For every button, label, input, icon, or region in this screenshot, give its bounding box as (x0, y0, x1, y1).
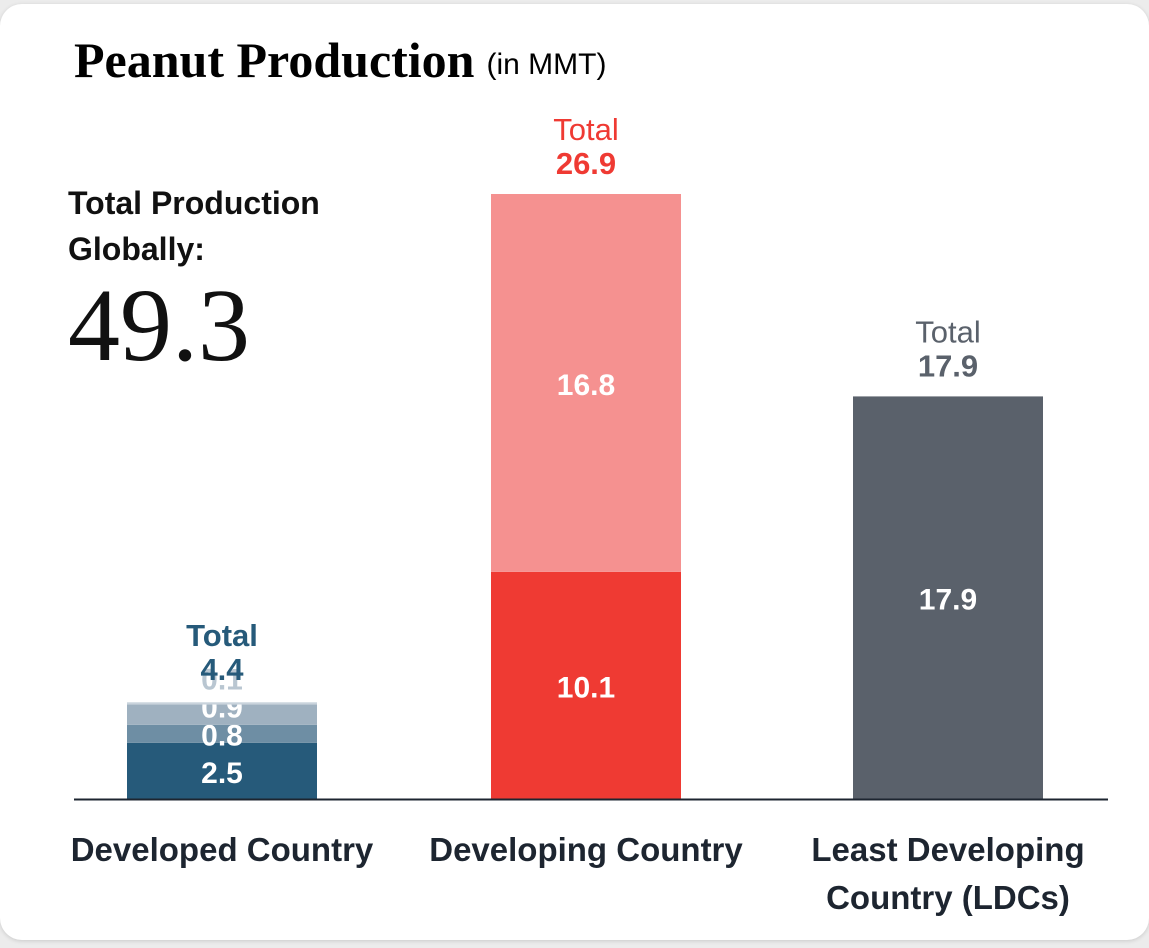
title: Peanut Production (74, 32, 475, 88)
side-value: 49.3 (68, 268, 250, 383)
segment-label: 2.5 (201, 757, 243, 790)
segment-label: 17.9 (919, 584, 977, 617)
side-label-box: Total Production Globally: (68, 185, 320, 267)
card: Peanut Production (in MMT) Total Producti… (0, 4, 1149, 940)
bar-segment (491, 571, 681, 799)
total-value: 26.9 (556, 146, 616, 181)
bar-segment (127, 742, 317, 799)
total-caption: Total (915, 315, 980, 350)
bar-segment (127, 704, 317, 725)
x-tick-label: Least Developing Country (LDCs) (811, 831, 1085, 916)
segment-label: 16.8 (557, 369, 615, 402)
segment-label: 0.1 (201, 664, 243, 697)
bar-segment (491, 194, 681, 572)
segment-label: 10.1 (557, 671, 615, 704)
subtitle: (in MMT) (487, 48, 607, 81)
x-tick-label: Developing Country (429, 831, 743, 868)
segment-label: 0.8 (201, 720, 243, 753)
bar-segment (127, 724, 317, 743)
total-value: 17.9 (918, 349, 978, 384)
total-value: 4.4 (200, 652, 244, 687)
bar-segment (127, 702, 317, 705)
total-caption: Total (553, 112, 618, 147)
side-label: Total Production Globally: (68, 185, 320, 267)
bar-segment (853, 396, 1043, 799)
segment-label: 0.9 (201, 692, 243, 725)
chart-title: Peanut Production (in MMT) (74, 32, 606, 88)
chart: Peanut Production (in MMT) Total Producti… (68, 32, 1108, 801)
total-caption: Total (186, 618, 258, 653)
x-tick-label: Developed Country (70, 831, 374, 868)
